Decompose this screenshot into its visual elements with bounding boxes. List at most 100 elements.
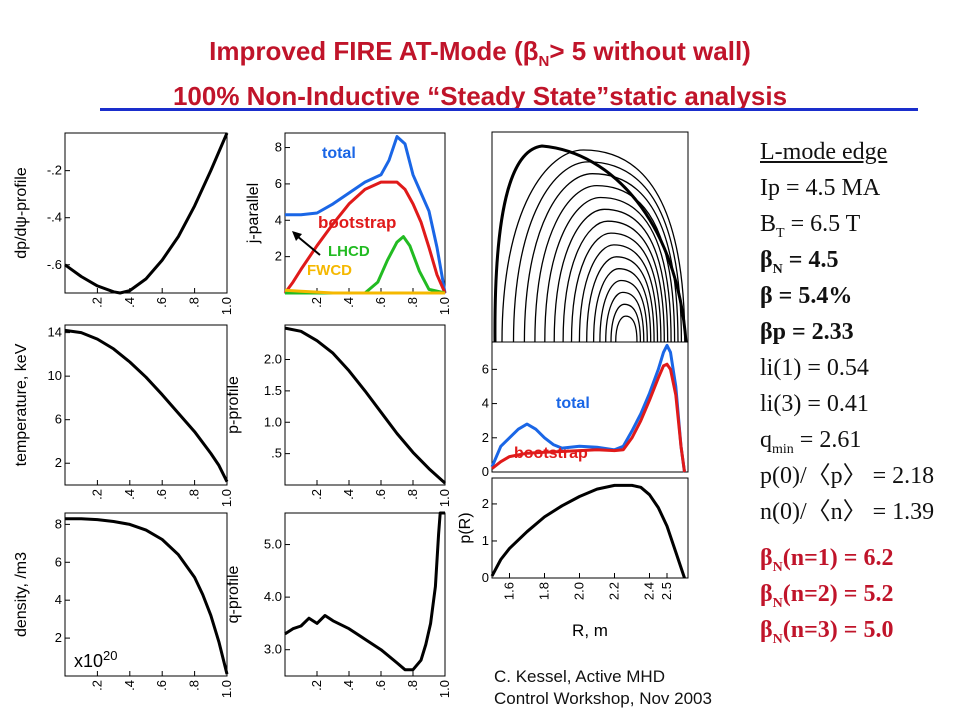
- flux-surface-contour: [523, 173, 679, 343]
- y-axis-label: p-profile: [225, 376, 242, 434]
- param-betap: βp = 2.33: [760, 319, 854, 345]
- param-ip: Ip = 4.5 MA: [760, 175, 881, 201]
- plot-frame: [64, 512, 228, 677]
- flux-surface-panel: [491, 131, 689, 343]
- x-tick-label: .6: [373, 297, 388, 308]
- series-line-pR-0: [490, 483, 686, 579]
- param-beta: β = 5.4%: [760, 283, 853, 309]
- flux-surface-contour: [562, 220, 665, 343]
- x-tick-label: .4: [341, 297, 356, 308]
- credit: C. Kessel, Active MHD Control Workshop, …: [494, 666, 712, 710]
- param-bt: BT = 6.5 T: [760, 211, 861, 241]
- x-tick-label: 1.8: [537, 582, 552, 600]
- y-tick-label: 3.0: [264, 642, 282, 657]
- series-label-fwcd: FWCD: [307, 262, 352, 279]
- chart-pR: 0 1 2 1.6 1.8 2.0 2.2 2.4 2.5 p(R) R, m: [457, 477, 689, 640]
- series-line-density-0: [65, 517, 229, 675]
- fwcd-arrow-head: [292, 231, 302, 241]
- y-axis-label: temperature, keV: [13, 343, 30, 466]
- y-tick-label: 6: [55, 412, 62, 427]
- x-tick-label: 1.0: [219, 680, 234, 698]
- flux-surface-contour: [501, 149, 686, 343]
- x-tick-label: .6: [373, 680, 388, 691]
- slide-title: Improved FIRE AT-Mode (βN> 5 without wal…: [0, 34, 960, 113]
- series-line-bootstrap: [283, 180, 447, 294]
- y-tick-label: 14: [48, 325, 62, 340]
- y-tick-label: 4.0: [264, 589, 282, 604]
- x-tick-label: .6: [154, 489, 169, 500]
- plot-frame: [491, 477, 689, 579]
- param-n-ratio: n(0)/〈n〉 = 1.39: [760, 499, 935, 525]
- flux-surface-contour: [544, 196, 672, 343]
- x-tick-label: 2.5: [659, 582, 674, 600]
- y-tick-label: 4: [275, 212, 282, 227]
- y-tick-label: 10: [48, 368, 62, 383]
- chart-qprof: 3.0 4.0 5.0 .2 .4 .6 .8 1.0 q-profile: [225, 511, 452, 698]
- series-line-temp-0: [64, 328, 229, 483]
- flux-surface-contour: [610, 303, 642, 343]
- param-qmin: qmin = 2.61: [760, 427, 862, 457]
- flux-surface-contour: [605, 291, 645, 343]
- y-tick-label: 1: [482, 533, 489, 548]
- x-tick-label: 1.0: [437, 297, 452, 315]
- y-tick-label: 2.0: [264, 352, 282, 367]
- flux-surface-contour: [592, 268, 652, 343]
- y-tick-label: 2: [55, 630, 62, 645]
- y-tick-label: 4: [482, 396, 489, 411]
- y-tick-label: 2: [55, 455, 62, 470]
- y-tick-label: 6: [482, 361, 489, 376]
- y-tick-label: 1.0: [264, 414, 282, 429]
- x-tick-label: .8: [187, 680, 202, 691]
- y-tick-label: -.6: [47, 257, 62, 272]
- series-label-bootstrap: bootstrap: [318, 213, 396, 232]
- x-tick-label: .4: [341, 680, 356, 691]
- param-li3: li(3) = 0.41: [760, 391, 869, 417]
- series-line-fwcd: [284, 288, 445, 295]
- y-tick-label: 5.0: [264, 537, 282, 552]
- chart-jpar: 2 4 6 8 .2 .4 .6 .8 1.0 j-parallel total bootstrap L…: [245, 132, 452, 315]
- y-axis-label: density, /m3: [13, 552, 30, 637]
- x-tick-label: .4: [122, 489, 137, 500]
- param-betan: βN = 4.5: [760, 247, 839, 277]
- y-axis-label: j-parallel: [245, 183, 262, 244]
- x-tick-label: .8: [405, 680, 420, 691]
- flux-surface-contour: [599, 279, 648, 343]
- flux-surface-contour: [578, 244, 659, 343]
- x-tick-label: .2: [309, 489, 324, 500]
- chart-jR: 0 2 4 6 total bootstrap: [482, 341, 689, 479]
- x-tick-label: .6: [373, 489, 388, 500]
- y-tick-label: 2: [482, 496, 489, 511]
- title-rule: [100, 108, 918, 111]
- y-tick-label: 1.5: [264, 383, 282, 398]
- series-line-lhcd: [285, 235, 446, 295]
- x-tick-label: .8: [187, 297, 202, 308]
- x-tick-label: 2.0: [572, 582, 587, 600]
- y-tick-label: .5: [271, 446, 282, 461]
- chart-dpdpsi: -.2 -.4 -.6 .2 .4 .6 .8 1.0 dp/dψ-profile: [13, 132, 234, 315]
- y-tick-label: -.4: [47, 210, 62, 225]
- series-label-total: total: [322, 145, 356, 162]
- x-tick-label: .2: [309, 297, 324, 308]
- y-tick-label: 6: [275, 176, 282, 191]
- param-p-ratio: p(0)/〈p〉 = 2.18: [760, 463, 935, 489]
- x-tick-label: 1.0: [437, 489, 452, 507]
- x-tick-label: .4: [122, 297, 137, 308]
- x-tick-label: .4: [341, 489, 356, 500]
- y-axis-label: q-profile: [225, 566, 242, 624]
- x-tick-label: .8: [187, 489, 202, 500]
- param-heading: L-mode edge: [760, 139, 888, 165]
- x-axis-label: R, m: [572, 621, 608, 640]
- y-tick-label: 6: [55, 554, 62, 569]
- x-tick-label: .8: [405, 297, 420, 308]
- y-tick-label: 8: [275, 140, 282, 155]
- param-li1: li(1) = 0.54: [760, 355, 869, 381]
- flux-surface-contour: [586, 256, 655, 343]
- plot-frame: [64, 324, 228, 486]
- y-tick-label: -.2: [47, 163, 62, 178]
- plot-frame: [64, 132, 228, 294]
- x-tick-label: 1.0: [219, 297, 234, 315]
- x-tick-label: .4: [122, 680, 137, 691]
- credit-line-1: C. Kessel, Active MHD: [494, 667, 665, 686]
- title-line-1: Improved FIRE AT-Mode (βN> 5 without wal…: [209, 36, 751, 71]
